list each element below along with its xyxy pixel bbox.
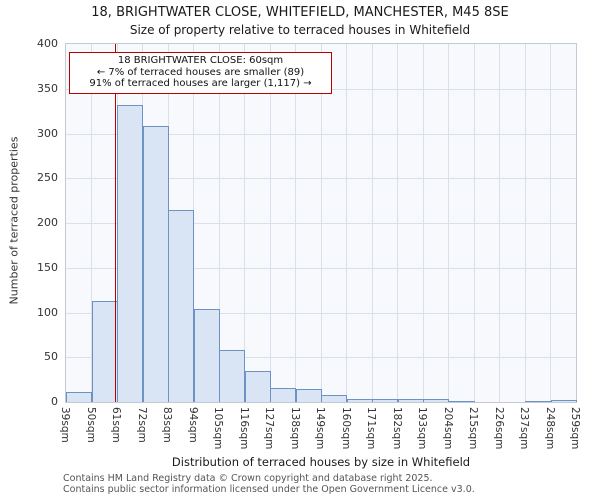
histogram-bar xyxy=(448,401,475,402)
annotation-line-3: 91% of terraced houses are larger (1,117… xyxy=(89,78,312,89)
grid-line-vertical xyxy=(269,44,271,402)
y-tick-label: 200 xyxy=(37,216,58,229)
histogram-bar xyxy=(244,370,271,402)
y-tick-label: 300 xyxy=(37,126,58,140)
histogram-bar xyxy=(321,394,347,402)
chart-subtitle: Size of property relative to terraced ho… xyxy=(129,23,471,37)
annotation-line-1: 18 BRIGHTWATER CLOSE: 60sqm xyxy=(117,55,284,66)
footer-attribution-line1: Contains HM Land Registry data © Crown c… xyxy=(63,473,433,484)
grid-line-vertical xyxy=(422,44,424,402)
x-tick-label: 72sqm xyxy=(135,407,148,443)
x-axis-label: Distribution of terraced houses by size … xyxy=(171,455,471,469)
y-tick-label: 100 xyxy=(37,305,58,319)
y-tick-label: 50 xyxy=(44,350,58,364)
x-tick-label: 61sqm xyxy=(110,407,122,443)
grid-line-vertical xyxy=(295,44,296,402)
x-tick-label: 127sqm xyxy=(263,407,275,450)
x-tick-label: 105sqm xyxy=(212,407,224,450)
x-tick-label: 94sqm xyxy=(186,407,199,443)
histogram-bar xyxy=(270,387,296,402)
x-tick-label: 259sqm xyxy=(569,407,581,450)
property-annotation-box: 18 BRIGHTWATER CLOSE: 60sqm ← 7% of terr… xyxy=(69,52,332,94)
histogram-bar xyxy=(142,126,169,402)
x-tick-label: 237sqm xyxy=(518,407,530,450)
x-tick-label: 171sqm xyxy=(365,407,377,450)
grid-line-vertical xyxy=(244,44,245,402)
y-tick-label: 400 xyxy=(37,37,58,50)
grid-line-vertical xyxy=(550,44,551,402)
x-tick-label: 138sqm xyxy=(288,407,301,450)
grid-line-vertical xyxy=(448,44,449,402)
grid-line-vertical xyxy=(473,44,475,402)
histogram-bar xyxy=(168,209,194,402)
y-tick-label: 250 xyxy=(37,171,58,185)
histogram-bar xyxy=(66,392,92,402)
y-tick-label: 350 xyxy=(37,81,58,95)
histogram-bar xyxy=(346,399,373,402)
grid-line-vertical xyxy=(371,44,373,402)
x-tick-label: 149sqm xyxy=(314,407,326,450)
footer: Contains HM Land Registry data © Crown c… xyxy=(63,473,475,495)
x-tick-label: 83sqm xyxy=(161,407,173,443)
grid-line-vertical xyxy=(91,44,92,402)
x-tick-label: 182sqm xyxy=(390,407,403,450)
histogram-bar xyxy=(372,399,398,402)
plot-area: 18 BRIGHTWATER CLOSE: 60sqm ← 7% of terr… xyxy=(65,43,577,403)
x-tick-label: 160sqm xyxy=(339,407,352,450)
histogram-bar xyxy=(423,399,449,402)
x-tick-label: 39sqm xyxy=(59,407,71,443)
y-tick-label: 0 xyxy=(51,395,58,408)
histogram-bar xyxy=(550,400,577,402)
histogram-bar xyxy=(193,308,220,402)
grid-line-vertical xyxy=(499,44,500,402)
x-tick-label: 215sqm xyxy=(467,407,479,450)
histogram-bar xyxy=(525,401,551,402)
x-tick-label: 226sqm xyxy=(492,407,505,450)
x-tick-label: 50sqm xyxy=(84,407,97,443)
y-tick-label: 150 xyxy=(37,260,58,274)
footer-attribution-line2: Contains public sector information licen… xyxy=(63,483,475,495)
chart-title: 18, BRIGHTWATER CLOSE, WHITEFIELD, MANCH… xyxy=(91,5,509,20)
grid-line-vertical xyxy=(524,44,526,402)
grid-line-vertical xyxy=(218,44,220,402)
x-tick-label: 193sqm xyxy=(416,407,428,450)
x-tick-label: 204sqm xyxy=(441,407,454,450)
histogram-bar xyxy=(91,300,118,402)
grid-line-vertical xyxy=(397,44,398,402)
annotation-line-2: ← 7% of terraced houses are smaller (89) xyxy=(96,66,305,78)
x-tick-label: 116sqm xyxy=(237,407,250,450)
histogram-bar xyxy=(295,388,322,402)
grid-line-vertical xyxy=(320,44,322,402)
histogram-bar xyxy=(219,350,245,402)
property-marker-line xyxy=(114,44,117,402)
x-tick-label: 248sqm xyxy=(543,407,556,450)
grid-line-vertical xyxy=(346,44,347,402)
histogram-bar xyxy=(117,104,143,402)
histogram-bar xyxy=(397,399,424,402)
